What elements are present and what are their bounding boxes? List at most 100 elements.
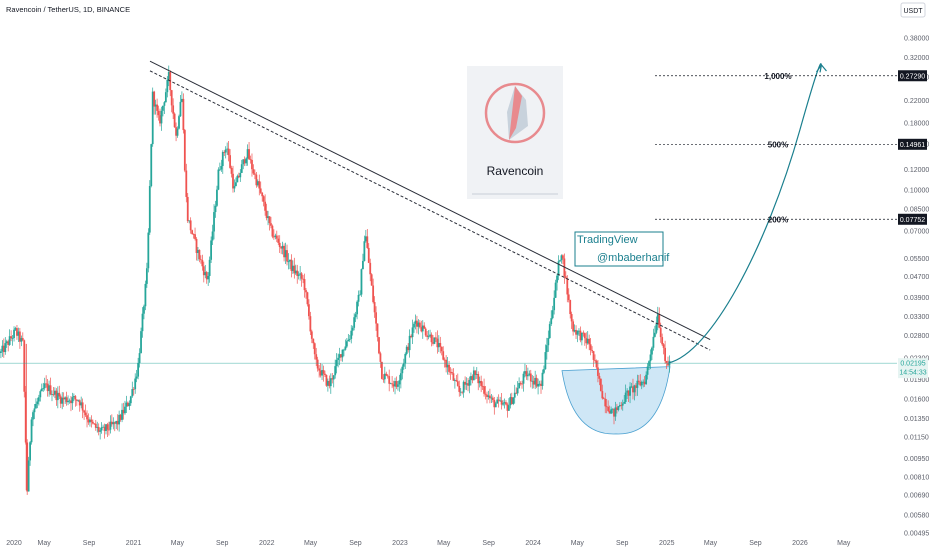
candle-body <box>391 383 394 385</box>
candle-body <box>51 394 53 395</box>
candle-body <box>17 331 20 336</box>
candle-body <box>192 234 195 235</box>
candle-body <box>646 366 649 375</box>
candle-body <box>651 347 653 355</box>
candle-body <box>471 376 474 381</box>
candle-body <box>379 353 382 362</box>
candle-body <box>299 273 302 275</box>
candle-body <box>433 337 436 344</box>
candle-body <box>154 104 157 107</box>
candle-body <box>20 338 23 342</box>
candle-body <box>464 381 467 385</box>
candle-body <box>518 383 521 389</box>
candle-body <box>592 351 595 360</box>
candle-body <box>605 406 608 408</box>
target-label: 500% <box>768 140 788 149</box>
candle-body <box>617 406 620 410</box>
candle-body <box>246 149 249 159</box>
candle-body <box>237 175 240 178</box>
candle-body <box>94 423 97 428</box>
trendline-dashed <box>149 70 711 351</box>
candle-body <box>258 181 261 189</box>
candle-body <box>97 426 100 432</box>
candle-body <box>26 442 29 492</box>
candle-body <box>567 294 570 301</box>
y-tick-label: 0.00690 <box>904 493 929 500</box>
candle-body <box>259 188 262 193</box>
candle-body <box>540 383 542 386</box>
countdown-label: 14:54:33 <box>899 370 926 377</box>
candle-body <box>480 380 483 386</box>
candle-body <box>470 376 472 380</box>
candle-body <box>243 159 246 164</box>
candle-body <box>198 249 201 260</box>
candle-body <box>236 175 239 183</box>
candle-body <box>217 169 220 190</box>
candle-body <box>109 421 112 430</box>
y-tick-label: 0.05500 <box>904 256 929 263</box>
candle-body <box>636 380 639 388</box>
candle-body <box>131 389 134 397</box>
candle-body <box>87 419 90 423</box>
x-tick-label: 2020 <box>6 540 22 547</box>
candle-body <box>281 245 284 249</box>
candle-body <box>286 250 288 262</box>
candle-body <box>210 240 213 260</box>
candle-body <box>516 388 519 394</box>
currency-unit-box[interactable]: USDT <box>900 2 926 18</box>
candle-body <box>420 327 423 332</box>
candle-body <box>477 373 480 384</box>
candle-body <box>554 282 557 298</box>
candle-body <box>456 381 459 386</box>
candle-body <box>566 278 569 295</box>
candle-body <box>475 373 478 375</box>
candle-body <box>602 398 605 400</box>
candle-body <box>2 345 5 353</box>
candle-body <box>559 260 561 262</box>
candle-body <box>340 354 342 358</box>
candle-body <box>353 317 356 328</box>
candle-body <box>380 361 383 379</box>
candle-body <box>550 318 553 325</box>
candle-body <box>505 402 507 405</box>
candle-body <box>416 320 418 327</box>
candle-body <box>303 279 306 291</box>
candle-body <box>252 169 255 174</box>
candle-body <box>357 294 360 302</box>
candle-body <box>194 234 196 239</box>
candle-body <box>418 322 421 328</box>
candle-body <box>378 337 380 354</box>
y-tick-label: 0.03900 <box>904 295 929 302</box>
candle-body <box>175 127 177 136</box>
candle-body <box>655 324 658 333</box>
candle-body <box>137 362 140 377</box>
candle-body <box>556 275 558 283</box>
candle-body <box>366 236 369 248</box>
candle-body <box>86 415 88 420</box>
candle-body <box>578 330 580 332</box>
candle-body <box>575 329 577 335</box>
candle-body <box>388 376 391 384</box>
candle-body <box>411 327 414 338</box>
candle-body <box>564 276 567 279</box>
candle-body <box>467 383 469 386</box>
candle-body <box>362 260 364 270</box>
candle-body <box>359 294 361 296</box>
candle-body <box>461 391 464 393</box>
candle-body <box>350 330 353 339</box>
candle-body <box>507 405 510 411</box>
x-tick-label: Sep <box>83 540 96 547</box>
candle-body <box>528 373 531 375</box>
candle-body <box>240 164 243 173</box>
candle-body <box>32 412 34 420</box>
candle-body <box>112 422 115 425</box>
candle-body <box>230 167 233 174</box>
candle-body <box>455 380 458 382</box>
candle-body <box>239 172 242 178</box>
candle-body <box>632 386 634 393</box>
candle-body <box>599 378 602 392</box>
candle-body <box>351 327 354 331</box>
x-tick-label: 2023 <box>392 540 408 547</box>
